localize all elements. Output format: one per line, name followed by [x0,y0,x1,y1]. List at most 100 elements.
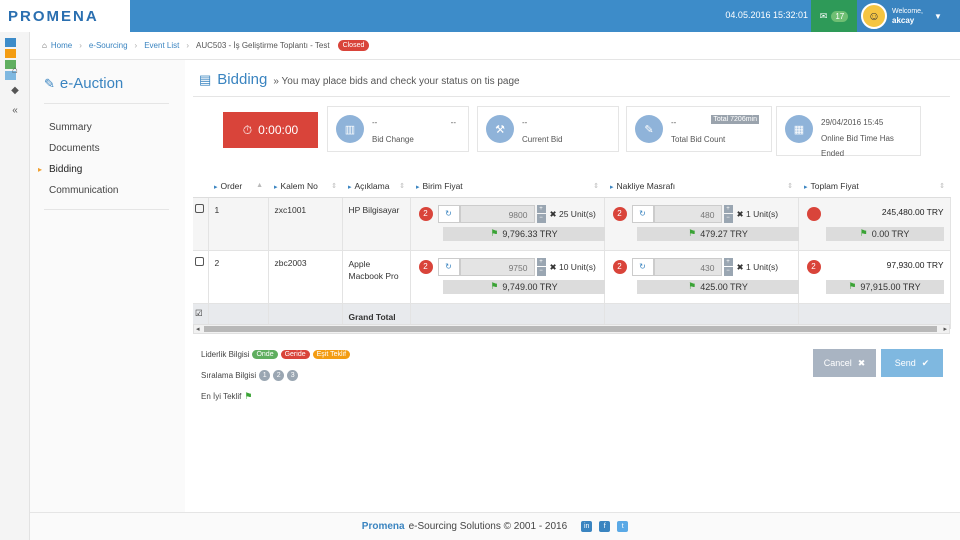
breadcrumb-home[interactable]: Home [50,41,73,50]
bid-change-label: Bid Change [372,135,414,144]
nav-item-bidding[interactable]: Bidding [38,164,118,185]
flag-icon: ⚑ [859,228,868,238]
auction-nav: ✎ e-Auction Summary Documents Bidding Co… [30,60,185,512]
twitter-icon[interactable]: t [617,521,629,532]
cube-icon[interactable]: ◆ [11,84,19,96]
page-subtitle: » You may place bids and check your stat… [273,76,520,87]
cancel-button[interactable]: Cancel ✖ [813,349,876,377]
current-bid-card: ⚒ -- Current Bid [477,106,619,152]
total-value: 245,480.00 TRY [881,206,944,217]
rank-3-badge: 3 [287,370,299,381]
list-icon: ▤ [199,72,212,87]
logo-text: PROMENA [8,7,99,25]
quantity-label: ✖ 10 Unit(s) [549,261,596,272]
send-button[interactable]: Send ✔ [881,349,943,377]
nav-item-summary[interactable]: Summary [49,122,92,133]
shipping-quantity: ✖ 1 Unit(s) [736,208,779,219]
col-kalem-no[interactable]: ▸ Kalem No ⇕ [268,175,342,198]
scroll-left-icon[interactable]: ◂ [196,326,200,333]
nav-item-communication[interactable]: Communication [49,185,119,196]
scroll-thumb[interactable] [204,326,937,332]
row-checkbox[interactable] [195,256,204,266]
price-input[interactable]: 9750 [459,257,535,276]
home-icon: ⌂ [42,41,47,50]
flag-icon: ⚑ [490,228,499,238]
shipping-input[interactable]: 430 [653,257,722,276]
bid-time-card: ▦ 29/04/2016 15:45 Online Bid Time Has E… [776,106,921,158]
current-bid-label: Current Bid [522,135,563,144]
username: akcay [892,16,915,25]
refresh-icon[interactable]: ↻ [437,204,460,223]
best-total: ⚑ 0.00 TRY [825,226,944,241]
price-input[interactable]: 9800 [459,204,535,223]
breadcrumb-e-sourcing[interactable]: e-Sourcing [88,41,128,50]
total-value: 97,930.00 TRY [886,259,944,270]
rank-2-badge: 2 [273,370,285,381]
total-minutes-tag: Total 7206min [711,115,759,124]
mail-count-badge: 17 [831,10,849,22]
current-bid-value: -- [522,118,528,127]
rank-badge: 2 [806,259,821,274]
server-datetime: 04.05.2016 15:32:01 [725,10,808,20]
scroll-right-icon[interactable]: ▸ [943,326,947,333]
kalem-cell: zxc1001 [268,197,343,251]
flag-icon: ⚑ [244,391,253,401]
col-birim-fiyat[interactable]: ▸ Birim Fiyat ⇕ [410,175,604,198]
best-shipping: ⚑ 425.00 TRY [636,279,800,294]
avatar: ☺ [861,3,887,29]
chevron-right-icon: › [79,41,82,50]
refresh-icon[interactable]: ↻ [631,257,654,276]
aciklama-cell: HP Bilgisayar [342,197,411,251]
price-stepper[interactable]: + − [536,257,546,276]
col-order[interactable]: ▸ Order ▲ [208,175,268,198]
shipping-stepper[interactable]: + − [723,204,733,223]
rank-badge: 2 [418,259,433,274]
best-price: ⚑ 9,796.33 TRY [442,226,606,241]
col-nakliye[interactable]: ▸ Nakliye Masrafı ⇕ [604,175,798,198]
breadcrumb-current: AUC503 - İş Geliştirme Toplantı - Test [196,41,330,50]
close-icon: ✖ [857,357,866,368]
lead-behind-pill: Geride [280,350,310,359]
aciklama-cell: Apple Macbook Pro [342,250,411,304]
check-all-icon[interactable]: ☑ [195,307,203,318]
edit-icon: ✎ [635,115,663,143]
order-cell: 1 [208,197,269,251]
welcome-label: Welcome, [892,8,923,15]
nav-title: ✎ e-Auction [44,75,123,92]
bid-count-label: Total Bid Count [671,135,726,144]
price-stepper[interactable]: + − [536,204,546,223]
total-bid-count-card: ✎ -- Total 7206min Total Bid Count [626,106,772,152]
refresh-icon[interactable]: ↻ [437,257,460,276]
flag-icon: ⚑ [688,281,697,291]
refresh-icon[interactable]: ↻ [631,204,654,223]
row-checkbox[interactable] [195,203,204,213]
home-icon[interactable]: ⌂ [11,64,19,76]
best-total: ⚑ 97,915.00 TRY [825,279,944,294]
breadcrumb-event-list[interactable]: Event List [144,41,180,50]
mail-button[interactable]: ✉ 17 [811,0,857,32]
nav-item-documents[interactable]: Documents [49,143,100,154]
envelope-icon: ✉ [819,10,828,21]
footer-brand: Promena [361,521,405,532]
best-label: En İyi Teklif [201,392,242,401]
bid-time-label2: Ended [821,149,845,158]
collapse-icon[interactable]: « [12,104,18,116]
bid-change-value2: -- [450,118,456,127]
table-row: 2 zbc2003 Apple Macbook Pro 2 ↻ 9750 + − … [193,250,951,304]
shipping-stepper[interactable]: + − [723,257,733,276]
logo[interactable]: PROMENA [0,0,130,32]
nav-title-text: e-Auction [59,75,124,92]
horizontal-scrollbar[interactable]: ◂ ▸ [193,324,950,334]
col-toplam[interactable]: ▸ Toplam Fiyat ⇕ [798,175,950,198]
lead-equal-pill: Eşit Teklif [312,350,351,359]
countdown-timer: ⏱ 0:00:00 [223,112,318,148]
flag-icon: ⚑ [848,281,857,291]
facebook-icon[interactable]: f [599,521,611,532]
col-aciklama[interactable]: ▸ Açıklama ⇕ [342,175,410,198]
linkedin-icon[interactable]: in [581,521,593,532]
apps-grid-icon[interactable] [0,32,30,80]
user-menu[interactable]: ☺ Welcome, akcay ▼ [857,0,960,32]
shipping-input[interactable]: 480 [653,204,722,223]
flag-icon: ⚑ [688,228,697,238]
chevron-down-icon[interactable]: ▼ [934,11,942,21]
